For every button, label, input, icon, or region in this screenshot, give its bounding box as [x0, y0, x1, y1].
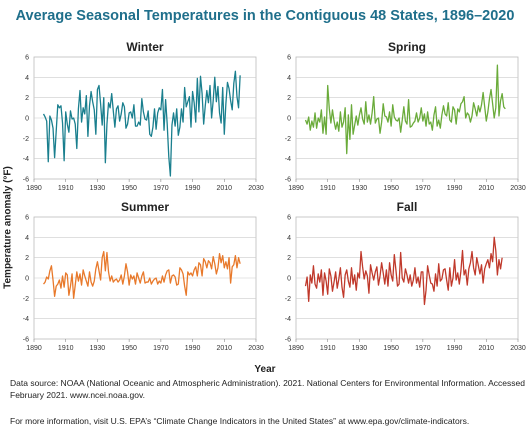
spring-panel: -6 -4 -2 0 2 4 6 1890 1910 1930 1950 1970 1990 2010 20… — [285, 40, 526, 192]
spring-series-line — [304, 64, 506, 155]
winter-y-tick-label: 0 — [25, 116, 29, 123]
summer-x-tick-label: 1970 — [153, 345, 169, 352]
spring-x-tick-label: 1930 — [352, 185, 368, 192]
winter-y-tick-label: -4 — [23, 156, 29, 163]
summer-series-line — [42, 250, 241, 299]
fall-y-tick-label: -2 — [285, 296, 291, 303]
winter-series-line — [42, 70, 241, 177]
spring-x-tick-label: 2010 — [478, 185, 494, 192]
winter-y-tick-label: 6 — [25, 55, 29, 62]
summer-y-tick-label: 0 — [25, 276, 29, 283]
summer-x-tick-label: 1890 — [26, 345, 42, 352]
spring-x-tick-label: 2030 — [510, 185, 526, 192]
winter-y-tick-label: 4 — [25, 75, 29, 82]
summer-y-tick-label: -6 — [23, 337, 29, 344]
fall-x-tick-label: 1910 — [320, 345, 336, 352]
summer-panel: -6 -4 -2 0 2 4 6 1890 1910 1930 1950 1970 1990 2010 20… — [23, 200, 264, 352]
fall-y-tick-label: 4 — [287, 235, 291, 242]
fall-panel: -6 -4 -2 0 2 4 6 1890 1910 1930 1950 1970 1990 2010 20… — [285, 200, 526, 352]
fall-y-tick-label: 2 — [287, 255, 291, 262]
spring-y-tick-label: 2 — [287, 95, 291, 102]
winter-x-tick-label: 2010 — [216, 185, 232, 192]
fall-y-tick-label: -6 — [285, 337, 291, 344]
fall-x-tick-label: 1950 — [383, 345, 399, 352]
winter-x-tick-label: 1970 — [153, 185, 169, 192]
summer-x-tick-label: 1950 — [121, 345, 137, 352]
winter-panel: -6 -4 -2 0 2 4 6 1890 1910 1930 1950 1970 1990 2010 20… — [23, 40, 264, 192]
summer-y-tick-label: -4 — [23, 316, 29, 323]
fall-x-tick-label: 1990 — [447, 345, 463, 352]
spring-panel-title: Spring — [388, 40, 426, 54]
spring-x-tick-label: 1950 — [383, 185, 399, 192]
summer-x-tick-label: 2030 — [248, 345, 264, 352]
fall-x-tick-label: 2010 — [478, 345, 494, 352]
spring-y-tick-label: 4 — [287, 75, 291, 82]
spring-x-tick-label: 1970 — [415, 185, 431, 192]
spring-y-tick-label: -4 — [285, 156, 291, 163]
spring-y-tick-label: -6 — [285, 177, 291, 184]
y-axis-label: Temperature anomaly (°F) — [2, 166, 14, 289]
fall-x-tick-label: 2030 — [510, 345, 526, 352]
summer-y-tick-label: 2 — [25, 255, 29, 262]
winter-x-tick-label: 1990 — [185, 185, 201, 192]
fall-y-tick-label: -4 — [285, 316, 291, 323]
fall-y-tick-label: 6 — [287, 215, 291, 222]
data-source-note: Data source: NOAA (National Oceanic and … — [10, 378, 525, 400]
fall-panel-title: Fall — [397, 200, 418, 214]
summer-y-tick-label: 4 — [25, 235, 29, 242]
spring-y-tick-label: 0 — [287, 116, 291, 123]
winter-x-tick-label: 2030 — [248, 185, 264, 192]
spring-x-tick-label: 1890 — [288, 185, 304, 192]
winter-x-tick-label: 1930 — [90, 185, 106, 192]
fall-series-line — [304, 236, 503, 306]
summer-x-tick-label: 1930 — [90, 345, 106, 352]
fall-y-tick-label: 0 — [287, 276, 291, 283]
summer-x-tick-label: 1910 — [58, 345, 74, 352]
chart-title: Average Seasonal Temperatures in the Con… — [15, 8, 515, 24]
winter-y-tick-label: -2 — [23, 136, 29, 143]
winter-x-tick-label: 1950 — [121, 185, 137, 192]
summer-x-tick-label: 2010 — [216, 345, 232, 352]
spring-y-tick-label: 6 — [287, 55, 291, 62]
fall-x-tick-label: 1890 — [288, 345, 304, 352]
x-axis-label: Year — [254, 364, 276, 375]
winter-y-tick-label: 2 — [25, 95, 29, 102]
spring-x-tick-label: 1990 — [447, 185, 463, 192]
fall-x-tick-label: 1930 — [352, 345, 368, 352]
winter-x-tick-label: 1890 — [26, 185, 42, 192]
summer-y-tick-label: 6 — [25, 215, 29, 222]
more-info-note: For more information, visit U.S. EPA’s “… — [10, 416, 470, 426]
summer-y-tick-label: -2 — [23, 296, 29, 303]
summer-panel-title: Summer — [121, 200, 169, 214]
summer-x-tick-label: 1990 — [185, 345, 201, 352]
fall-x-tick-label: 1970 — [415, 345, 431, 352]
winter-x-tick-label: 1910 — [58, 185, 74, 192]
spring-x-tick-label: 1910 — [320, 185, 336, 192]
winter-panel-title: Winter — [126, 40, 164, 54]
winter-y-tick-label: -6 — [23, 177, 29, 184]
spring-y-tick-label: -2 — [285, 136, 291, 143]
